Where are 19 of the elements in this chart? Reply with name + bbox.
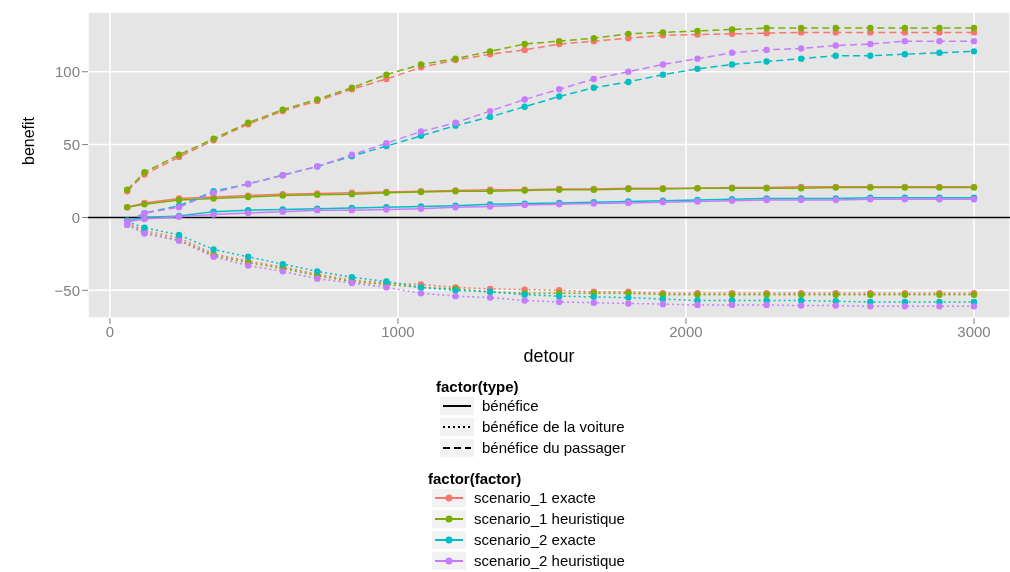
x-tick-label: 2000 xyxy=(669,322,703,340)
text: factor(type) xyxy=(436,378,520,395)
y-tick-label: 0 xyxy=(71,208,80,226)
text: bénéfice du passager xyxy=(482,439,626,456)
x-axis-title: detour xyxy=(523,346,575,366)
legend-label: scenario_1 heuristique xyxy=(474,510,625,527)
text: bénéfice de la voiture xyxy=(482,418,625,435)
x-tick-label: 1000 xyxy=(381,322,415,340)
y-axis-title: benefit xyxy=(19,116,37,165)
text: bénéfice xyxy=(482,397,539,414)
legend-label: scenario_2 exacte xyxy=(474,531,596,548)
x-tick-label: 0 xyxy=(105,322,115,340)
legend-label: scenario_1 exacte xyxy=(474,489,596,506)
y-tick-label: −50 xyxy=(54,281,80,299)
legend-title: factor(factor) xyxy=(428,470,523,487)
legend-label: scenario_2 heuristique xyxy=(474,552,625,569)
y-tick-label: 50 xyxy=(63,135,80,153)
x-tick-label: 3000 xyxy=(957,322,991,340)
y-tick-label: 100 xyxy=(54,63,80,81)
